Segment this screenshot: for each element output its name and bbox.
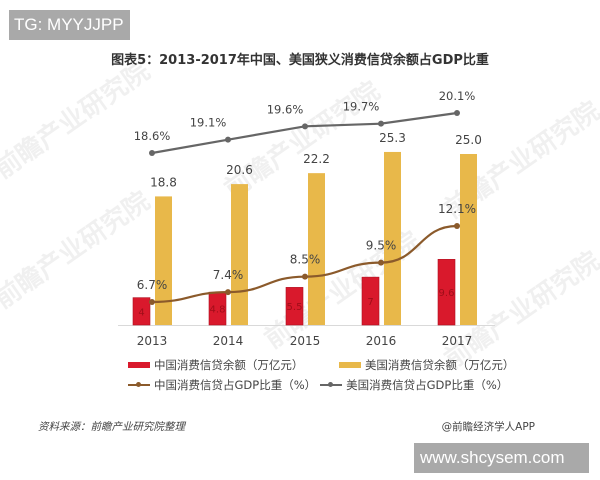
us-bar-value: 18.8 <box>150 175 177 189</box>
legend-label: 中国消费信贷余额（万亿元） <box>153 358 304 372</box>
legend-item-china-balance: 中国消费信贷余额（万亿元） <box>128 357 303 373</box>
us-gdp-ratio-marker <box>302 123 308 130</box>
china-bar <box>437 259 456 326</box>
china-bar-value: 7 <box>367 297 373 308</box>
china-gdp-ratio-marker <box>378 259 384 266</box>
legend-label: 美国消费信贷余额（万亿元） <box>364 358 515 372</box>
bottom-watermark-tag: www.shcysem.com <box>414 443 589 473</box>
legend-swatch-gray-line <box>320 382 343 387</box>
us-gdp-ratio-marker <box>225 136 231 143</box>
us-bar <box>155 196 172 325</box>
legend-label: 美国消费信贷占GDP比重（%） <box>346 378 509 392</box>
china-gdp-ratio-marker <box>302 273 308 280</box>
china-bar-value: 4 <box>138 307 144 318</box>
us-bar <box>308 173 325 325</box>
china-gdp-ratio-label: 12.1% <box>438 202 476 216</box>
legend-swatch-red-bar <box>128 362 150 368</box>
legend-item-us-balance: 美国消费信贷余额（万亿元） <box>339 357 514 373</box>
x-tick-label: 2013 <box>137 334 168 348</box>
data-source-note: 资料来源：前瞻产业研究院整理 <box>38 421 185 433</box>
us-gdp-ratio-label: 20.1% <box>439 89 476 103</box>
credit-label: @前瞻经济学人APP <box>441 421 535 433</box>
china-gdp-ratio-marker <box>225 289 231 296</box>
china-gdp-ratio-label: 8.5% <box>290 253 321 267</box>
us-gdp-ratio-label: 19.7% <box>343 100 380 114</box>
legend-item-us-gdp-ratio: 美国消费信贷占GDP比重（%） <box>320 377 508 393</box>
china-bar-value: 4.8 <box>210 305 226 316</box>
china-bar <box>285 287 304 326</box>
us-gdp-ratio-marker <box>454 110 460 116</box>
us-bar-value: 25.3 <box>379 131 406 145</box>
x-tick-label: 2015 <box>290 334 321 348</box>
us-gdp-ratio-label: 19.1% <box>190 116 227 130</box>
us-gdp-ratio-marker <box>378 120 384 127</box>
us-gdp-ratio-label: 19.6% <box>267 102 304 116</box>
china-gdp-ratio-label: 7.4% <box>213 268 244 282</box>
us-bar <box>384 151 401 325</box>
us-gdp-ratio-marker <box>149 150 155 156</box>
us-bar-value: 22.2 <box>303 152 330 166</box>
legend-label: 中国消费信贷占GDP比重（%） <box>154 378 317 392</box>
china-bar-value: 5.5 <box>287 302 303 313</box>
us-gdp-ratio-label: 18.6% <box>134 129 171 143</box>
x-tick-label: 2014 <box>213 334 244 348</box>
us-bar <box>231 184 248 325</box>
china-gdp-ratio-marker <box>149 299 155 305</box>
legend-swatch-gold-bar <box>339 362 361 368</box>
china-gdp-ratio-label: 6.7% <box>137 278 168 292</box>
x-tick-label: 2016 <box>366 334 397 348</box>
us-bar-value: 20.6 <box>226 163 253 177</box>
us-bar-value: 25.0 <box>455 133 482 147</box>
chart-title: 图表5：2013-2017年中国、美国狭义消费信贷余额占GDP比重 <box>111 53 489 68</box>
x-tick-label: 2017 <box>442 334 473 348</box>
us-bar <box>460 154 477 325</box>
top-watermark-tag: TG: MYYJJPP <box>9 10 130 40</box>
legend-swatch-brown-line <box>128 382 150 387</box>
china-gdp-ratio-marker <box>454 223 460 229</box>
china-bar <box>132 297 151 326</box>
china-bar <box>361 276 380 326</box>
legend-item-china-gdp-ratio: 中国消费信贷占GDP比重（%） <box>128 377 316 393</box>
china-gdp-ratio-label: 9.5% <box>366 239 397 253</box>
china-bar-value: 9.6 <box>439 288 455 299</box>
chart-legend: 中国消费信贷余额（万亿元） 美国消费信贷余额（万亿元） 中国消费信贷占GDP比重… <box>128 355 528 395</box>
